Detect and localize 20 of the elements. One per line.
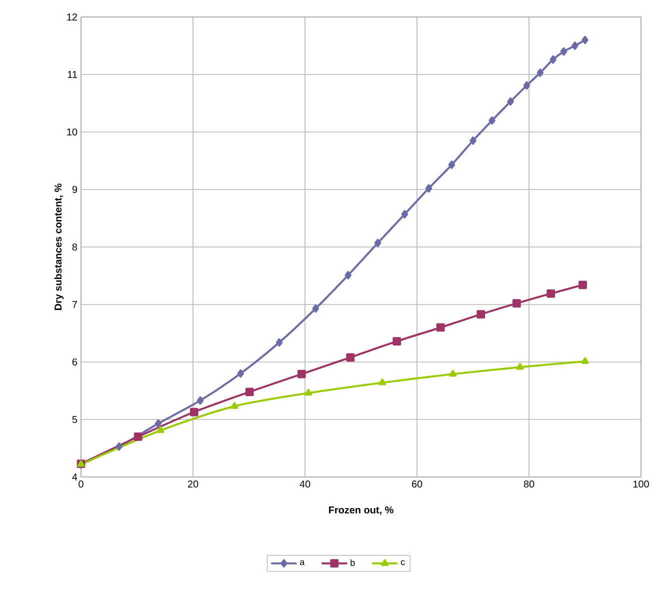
x-tick-label: 100 bbox=[633, 480, 649, 488]
y-tick-label: 5 bbox=[72, 416, 78, 423]
x-tick-label: 80 bbox=[524, 480, 534, 488]
y-tick-label: 12 bbox=[67, 14, 77, 20]
x-tick-label: 60 bbox=[412, 480, 422, 488]
y-tick-label: 7 bbox=[72, 301, 77, 308]
y-tick-label: 6 bbox=[72, 358, 78, 366]
x-tick-label: 40 bbox=[300, 480, 310, 488]
y-tick-label: 9 bbox=[72, 186, 78, 194]
y-tick-label: 8 bbox=[72, 243, 78, 251]
x-tick-label: 0 bbox=[78, 480, 84, 488]
legend-label: b bbox=[350, 559, 355, 566]
x-axis-title: Frozen out, % bbox=[329, 506, 394, 515]
y-tick-label: 4 bbox=[72, 474, 78, 480]
y-axis-title: Dry substances content, % bbox=[54, 184, 64, 310]
x-tick-label: 20 bbox=[188, 480, 198, 488]
y-tick-label: 10 bbox=[67, 128, 78, 136]
y-tick-label: 11 bbox=[68, 71, 78, 78]
legend-label: c bbox=[400, 560, 405, 566]
legend-label: a bbox=[300, 560, 305, 566]
